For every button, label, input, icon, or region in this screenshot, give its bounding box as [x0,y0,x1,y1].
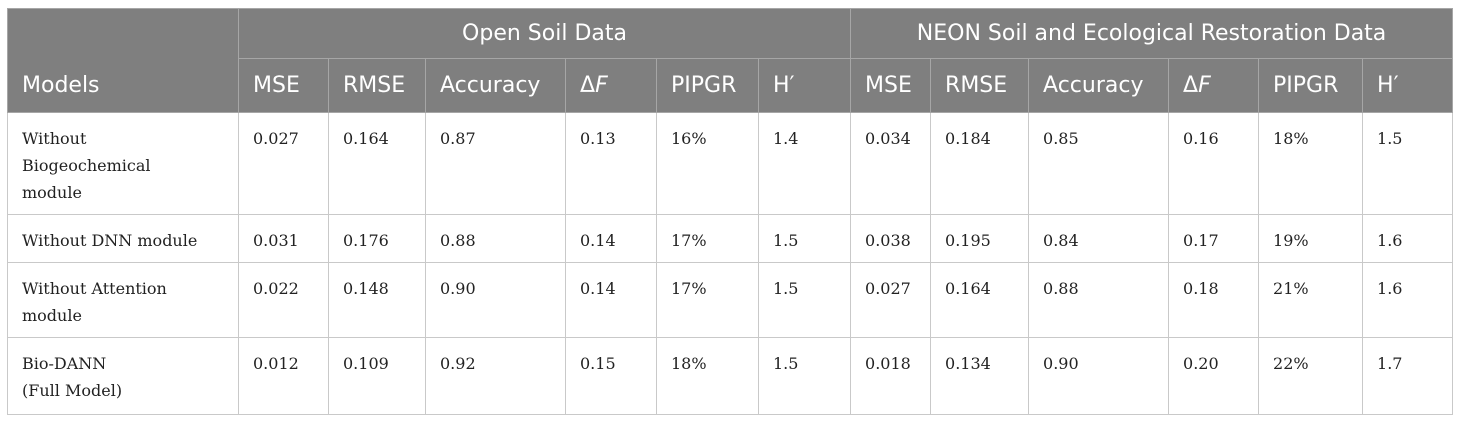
neon-h-cell: 1.6 [1362,214,1454,263]
col-neon-mse: MSE [850,58,932,113]
model-name-line: Biogeochemical [22,156,151,175]
table-row: Without Attention module 0.022 0.148 0.9… [7,262,1454,338]
col-neon-pipgr: PIPGR [1258,58,1364,113]
delta-symbol: Δ [1183,73,1199,98]
open-accuracy-cell: 0.90 [425,262,566,338]
neon-rmse-cell: 0.184 [930,112,1030,215]
neon-mse-cell: 0.034 [850,112,932,215]
neon-h-cell: 1.6 [1362,262,1454,338]
open-pipgr-cell: 16% [656,112,759,215]
table-row: Bio-DANN (Full Model) 0.012 0.109 0.92 0… [7,337,1454,415]
open-delta-f-cell: 0.14 [565,262,657,338]
col-neon-delta-f: ΔF [1168,58,1260,113]
open-accuracy-cell: 0.87 [425,112,566,215]
open-delta-f-cell: 0.13 [565,112,657,215]
neon-mse-cell: 0.027 [850,262,932,338]
neon-delta-f-cell: 0.16 [1168,112,1260,215]
open-mse-cell: 0.012 [238,337,329,415]
model-name-cell: Without DNN module [7,214,239,263]
delta-variable: F [1198,73,1211,98]
model-name-line: module [22,183,82,202]
open-pipgr-cell: 17% [656,214,759,263]
open-h-cell: 1.5 [757,214,852,263]
open-h-cell: 1.5 [757,337,852,415]
table-row: Without DNN module 0.031 0.176 0.88 0.14… [7,214,1454,263]
neon-delta-f-cell: 0.17 [1168,214,1260,263]
open-h-cell: 1.4 [757,112,852,215]
neon-rmse-cell: 0.164 [930,262,1030,338]
open-delta-f-cell: 0.15 [565,337,657,415]
col-neon-h: H′ [1362,58,1454,113]
neon-accuracy-cell: 0.85 [1028,112,1170,215]
model-name-line: Without DNN module [22,231,198,250]
neon-pipgr-cell: 18% [1258,112,1364,215]
col-open-pipgr: PIPGR [656,58,759,113]
model-name-line: Without [22,129,87,148]
neon-h-cell: 1.7 [1362,337,1454,415]
open-rmse-cell: 0.176 [328,214,426,263]
delta-variable: F [595,73,608,98]
model-name-line: Bio-DANN [22,354,107,373]
neon-mse-cell: 0.018 [850,337,932,415]
neon-pipgr-cell: 19% [1258,214,1364,263]
neon-delta-f-cell: 0.20 [1168,337,1260,415]
model-name-line: Without Attention [22,279,167,298]
table-row: Without Biogeochemical module 0.027 0.16… [7,112,1454,215]
open-pipgr-cell: 18% [656,337,759,415]
open-soil-header: Open Soil Data [237,8,852,59]
open-mse-cell: 0.022 [238,262,329,338]
open-pipgr-cell: 17% [656,262,759,338]
model-name-line: module [22,306,82,325]
col-open-mse: MSE [238,58,329,113]
neon-accuracy-cell: 0.88 [1028,262,1170,338]
column-header-row: MSE RMSE Accuracy ΔF PIPGR H′ MSE RMSE A… [8,58,1454,113]
neon-accuracy-cell: 0.90 [1028,337,1170,415]
neon-header: NEON Soil and Ecological Restoration Dat… [850,8,1454,59]
open-accuracy-cell: 0.88 [425,214,566,263]
model-name-cell: Without Biogeochemical module [7,112,239,215]
neon-rmse-cell: 0.195 [930,214,1030,263]
open-delta-f-cell: 0.14 [565,214,657,263]
col-open-accuracy: Accuracy [425,58,566,113]
neon-pipgr-cell: 22% [1258,337,1364,415]
open-rmse-cell: 0.148 [328,262,426,338]
model-name-line: (Full Model) [22,381,123,400]
neon-delta-f-cell: 0.18 [1168,262,1260,338]
neon-mse-cell: 0.038 [850,214,932,263]
model-name-cell: Without Attention module [7,262,239,338]
col-open-delta-f: ΔF [565,58,657,113]
col-neon-accuracy: Accuracy [1028,58,1170,113]
open-mse-cell: 0.031 [238,214,329,263]
open-mse-cell: 0.027 [238,112,329,215]
open-accuracy-cell: 0.92 [425,337,566,415]
open-rmse-cell: 0.164 [328,112,426,215]
models-header: Models [7,8,239,113]
model-name-cell: Bio-DANN (Full Model) [7,337,239,415]
neon-h-cell: 1.5 [1362,112,1454,215]
ablation-results-table: Models Open Soil Data NEON Soil and Ecol… [7,8,1454,415]
neon-pipgr-cell: 21% [1258,262,1364,338]
col-open-rmse: RMSE [328,58,426,113]
open-rmse-cell: 0.109 [328,337,426,415]
group-header-row: Models Open Soil Data NEON Soil and Ecol… [7,8,1454,113]
open-h-cell: 1.5 [757,262,852,338]
neon-accuracy-cell: 0.84 [1028,214,1170,263]
delta-symbol: Δ [580,73,596,98]
col-open-h: H′ [757,58,852,113]
col-neon-rmse: RMSE [930,58,1030,113]
neon-rmse-cell: 0.134 [930,337,1030,415]
